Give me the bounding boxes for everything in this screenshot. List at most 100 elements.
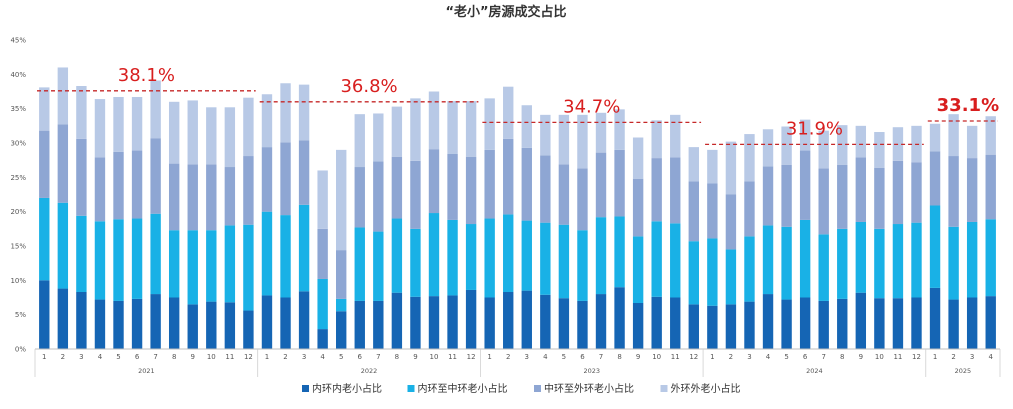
legend-label: 内环至中环老小占比 [418, 382, 508, 395]
bar-segment-series-3 [373, 113, 384, 162]
bar-segment-series-1 [57, 202, 69, 289]
bar-segment-series-1 [113, 219, 124, 301]
bar-segment-series-2 [837, 164, 848, 229]
bar-segment-series-1 [725, 249, 737, 305]
bar-segment-series-0 [280, 297, 291, 349]
bar-segment-series-0 [206, 301, 217, 349]
bar-segment-series-2 [410, 160, 421, 229]
bar-segment-series-2 [966, 158, 978, 222]
bar-segment-series-3 [410, 98, 421, 161]
bar-segment-series-0 [336, 311, 347, 349]
bar-segment-series-2 [577, 168, 588, 231]
x-tick-label: 5 [784, 353, 788, 361]
bar-segment-series-3 [837, 125, 848, 165]
bar-segment-series-0 [391, 292, 403, 349]
x-tick-label: 9 [636, 353, 640, 361]
bar-segment-series-1 [76, 215, 87, 293]
legend-label: 中环至外环老小占比 [544, 382, 634, 395]
bar-segment-series-1 [948, 226, 959, 300]
legend-swatch [660, 385, 668, 392]
bar-segment-series-0 [373, 300, 384, 349]
bar-segment-series-1 [336, 298, 347, 312]
x-tick-label: 4 [988, 353, 993, 361]
bar-segment-series-3 [670, 114, 681, 158]
bar-segment-series-2 [818, 168, 829, 235]
bar-segment-series-0 [707, 305, 718, 349]
bar-segment-series-3 [874, 132, 885, 168]
bar-segment-series-2 [261, 147, 273, 212]
bar-segment-series-1 [892, 224, 904, 299]
bar-segment-series-2 [39, 130, 50, 198]
bar-segment-series-2 [985, 154, 996, 220]
bar-segment-series-0 [465, 289, 477, 349]
bar-segment-series-2 [113, 151, 124, 220]
bar-segment-series-0 [651, 296, 662, 349]
x-tick-label: 4 [98, 353, 103, 361]
bar-segment-series-0 [595, 294, 607, 349]
x-tick-label: 3 [970, 353, 974, 361]
bar-segment-series-2 [707, 183, 718, 239]
y-tick-label: 25% [10, 174, 26, 182]
bar-segment-series-2 [651, 158, 662, 222]
bar-segment-series-0 [428, 296, 440, 349]
bar-segment-series-2 [484, 149, 495, 219]
bar-segment-series-3 [336, 149, 347, 251]
bar-segment-series-1 [799, 219, 811, 298]
x-tick-label: 8 [172, 353, 176, 361]
bar-segment-series-2 [391, 156, 403, 219]
bar-segment-series-1 [261, 211, 273, 296]
bar-segment-series-0 [317, 329, 328, 349]
bar-segment-series-3 [948, 114, 959, 157]
bar-segment-series-0 [187, 304, 198, 349]
bar-segment-series-0 [39, 280, 50, 349]
bar-segment-series-3 [966, 125, 978, 159]
average-label: 34.7% [563, 96, 620, 117]
x-tick-label: 10 [652, 353, 661, 361]
bar-segment-series-2 [892, 160, 904, 225]
bar-segment-series-0 [837, 298, 848, 349]
bar-segment-series-0 [57, 288, 69, 349]
bar-segment-series-0 [948, 299, 959, 349]
bar-segment-series-3 [243, 97, 254, 157]
x-tick-label: 7 [376, 353, 380, 361]
bar-segment-series-2 [76, 138, 87, 216]
bar-segment-series-1 [966, 221, 978, 298]
bar-segment-series-3 [484, 98, 495, 150]
bar-segment-series-3 [206, 107, 217, 165]
x-tick-label: 2 [506, 353, 510, 361]
x-tick-label: 7 [821, 353, 825, 361]
bar-segment-series-0 [410, 296, 421, 349]
bar-segment-series-0 [168, 297, 180, 349]
x-tick-label: 10 [207, 353, 216, 361]
x-tick-label: 2 [951, 353, 955, 361]
bar-segment-series-2 [465, 156, 477, 225]
bar-segment-series-2 [503, 138, 514, 215]
bar-segment-series-0 [911, 297, 922, 349]
x-tick-label: 1 [487, 353, 491, 361]
bar-segment-series-1 [688, 241, 699, 305]
year-label: 2024 [806, 367, 823, 375]
bar-segment-series-0 [261, 295, 273, 349]
bar-segment-series-3 [855, 125, 867, 158]
bar-segment-series-2 [243, 156, 254, 225]
bar-segment-series-0 [725, 304, 737, 349]
bar-segment-series-3 [688, 147, 699, 182]
bar-segment-series-1 [354, 227, 365, 301]
bar-segment-series-0 [131, 298, 143, 349]
y-tick-label: 45% [10, 37, 26, 45]
bar-segment-series-2 [57, 124, 69, 203]
x-tick-label: 12 [244, 353, 253, 361]
legend-swatch [407, 385, 415, 392]
year-label: 2021 [138, 367, 155, 375]
bar-segment-series-2 [725, 194, 737, 250]
bar-segment-series-2 [168, 163, 180, 231]
year-label: 2025 [955, 367, 972, 375]
bar-segment-series-1 [243, 224, 254, 311]
average-label: 31.9% [786, 118, 843, 139]
bar-segment-series-1 [651, 221, 662, 297]
bar-segment-series-3 [818, 130, 829, 169]
bar-segment-series-0 [558, 298, 570, 349]
bar-segment-series-2 [317, 228, 328, 279]
bar-segment-series-1 [465, 224, 477, 290]
x-tick-label: 12 [467, 353, 476, 361]
